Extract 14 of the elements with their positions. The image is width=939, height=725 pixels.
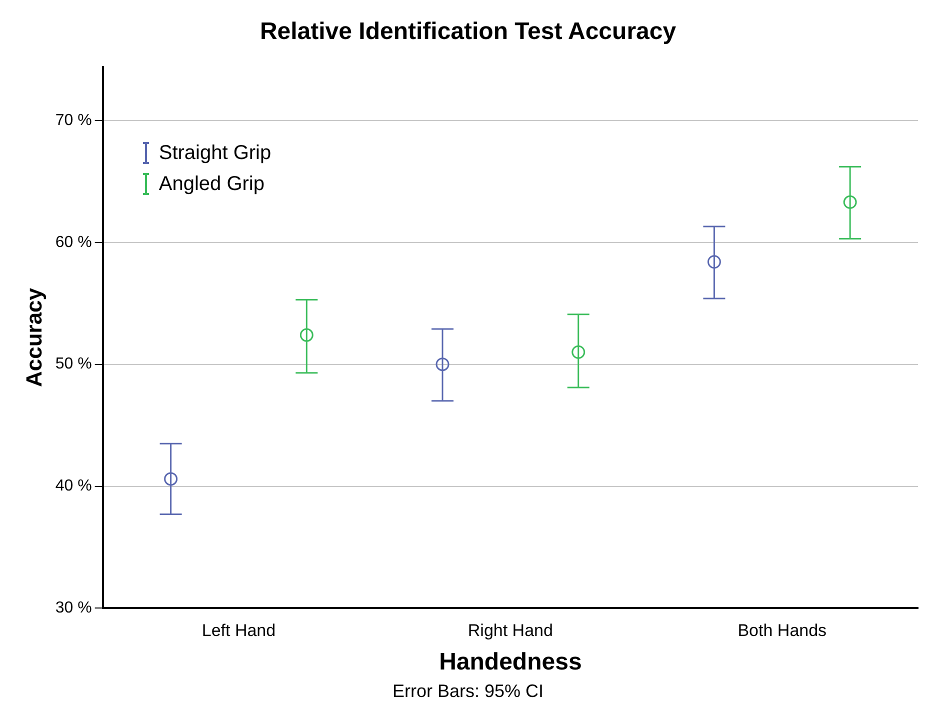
y-tick-label: 50 % (55, 356, 92, 373)
x-tick-label: Left Hand (202, 621, 276, 640)
x-axis-title: Handedness (439, 648, 582, 676)
text: Error Bars: 95% CI (392, 681, 544, 702)
x-tick-label: Right Hand (468, 621, 553, 640)
y-tick-label: 60 % (55, 234, 92, 251)
y-tick-label: 30 % (55, 600, 92, 617)
y-tick-label: 70 % (55, 112, 92, 129)
y-tick-label: 40 % (55, 478, 92, 495)
chart-title: Relative Identification Test Accuracy (260, 18, 677, 46)
legend-label: Angled Grip (158, 172, 264, 196)
x-tick-label: Both Hands (738, 621, 827, 640)
legend-label: Straight Grip (158, 142, 272, 165)
y-axis-title: Accuracy (21, 287, 46, 388)
